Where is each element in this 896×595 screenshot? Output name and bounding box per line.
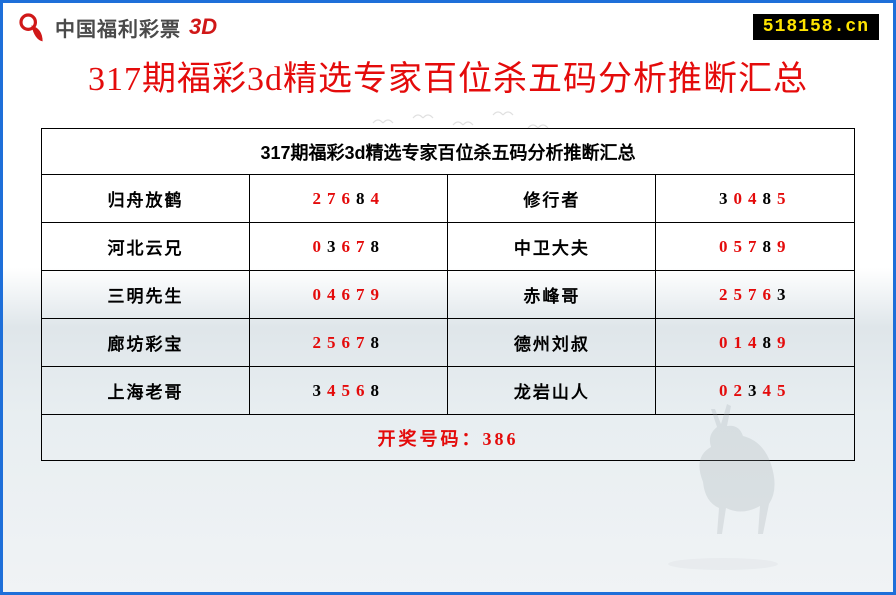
table-row: 三明先生04679赤峰哥25763	[42, 271, 855, 319]
table-header: 317期福彩3d精选专家百位杀五码分析推断汇总	[42, 129, 855, 175]
code-value: 34568	[249, 367, 447, 415]
table-row: 河北云兄03678中卫大夫05789	[42, 223, 855, 271]
code-value: 30485	[656, 175, 855, 223]
table-row: 廊坊彩宝25678德州刘叔01489	[42, 319, 855, 367]
expert-name: 龙岩山人	[448, 367, 656, 415]
expert-name: 河北云兄	[42, 223, 250, 271]
table-row: 上海老哥34568龙岩山人02345	[42, 367, 855, 415]
code-value: 25678	[249, 319, 447, 367]
code-value: 03678	[249, 223, 447, 271]
expert-name: 德州刘叔	[448, 319, 656, 367]
code-value: 05789	[656, 223, 855, 271]
code-value: 25763	[656, 271, 855, 319]
expert-name: 三明先生	[42, 271, 250, 319]
expert-name: 归舟放鹤	[42, 175, 250, 223]
code-value: 01489	[656, 319, 855, 367]
table-row: 归舟放鹤27684修行者30485	[42, 175, 855, 223]
code-value: 04679	[249, 271, 447, 319]
logo-3d: 3D	[189, 14, 217, 40]
expert-name: 中卫大夫	[448, 223, 656, 271]
header: 中国福利彩票 3D 518158.cn	[3, 3, 893, 43]
code-value: 27684	[249, 175, 447, 223]
expert-name: 赤峰哥	[448, 271, 656, 319]
winning-number: 开奖号码：386	[42, 415, 855, 461]
logo-text: 中国福利彩票	[55, 13, 181, 42]
lottery-logo-icon	[17, 11, 49, 43]
site-badge: 518158.cn	[753, 14, 879, 40]
expert-name: 廊坊彩宝	[42, 319, 250, 367]
analysis-table: 317期福彩3d精选专家百位杀五码分析推断汇总 归舟放鹤27684修行者3048…	[41, 128, 855, 461]
code-value: 02345	[656, 367, 855, 415]
expert-name: 上海老哥	[42, 367, 250, 415]
page-title: 317期福彩3d精选专家百位杀五码分析推断汇总	[3, 51, 893, 100]
analysis-table-wrap: 317期福彩3d精选专家百位杀五码分析推断汇总 归舟放鹤27684修行者3048…	[41, 128, 855, 461]
expert-name: 修行者	[448, 175, 656, 223]
logo: 中国福利彩票 3D	[17, 11, 217, 43]
